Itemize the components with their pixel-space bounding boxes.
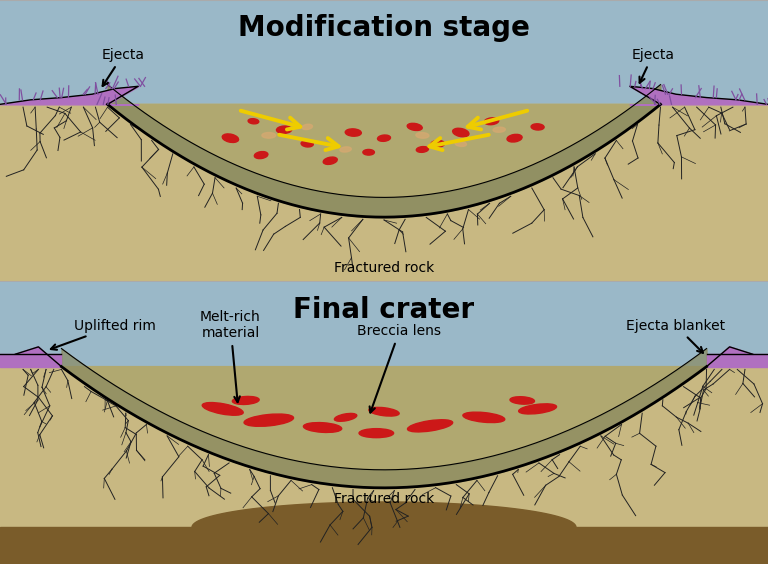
Ellipse shape (463, 412, 505, 422)
Polygon shape (192, 502, 576, 527)
Text: Uplifted rim: Uplifted rim (51, 319, 156, 350)
Ellipse shape (407, 124, 422, 130)
Ellipse shape (455, 141, 466, 147)
Ellipse shape (369, 407, 399, 416)
Polygon shape (61, 367, 707, 488)
Bar (0, 104, 768, 282)
Ellipse shape (244, 414, 293, 426)
Ellipse shape (485, 118, 498, 125)
Text: Fractured rock: Fractured rock (334, 492, 434, 506)
Ellipse shape (301, 140, 313, 147)
Bar (0, 367, 768, 527)
Bar (0, 0, 768, 104)
Text: Ejecta: Ejecta (101, 48, 144, 86)
Ellipse shape (493, 127, 505, 133)
Ellipse shape (408, 420, 452, 432)
Ellipse shape (452, 128, 469, 137)
Ellipse shape (202, 403, 243, 415)
Polygon shape (108, 104, 660, 217)
Ellipse shape (363, 149, 375, 155)
Ellipse shape (276, 126, 292, 134)
Ellipse shape (334, 413, 357, 421)
Text: Final crater: Final crater (293, 296, 475, 324)
Ellipse shape (507, 134, 522, 142)
Ellipse shape (431, 140, 445, 147)
Ellipse shape (302, 124, 313, 130)
Ellipse shape (254, 152, 268, 158)
Ellipse shape (262, 133, 276, 138)
Ellipse shape (346, 129, 361, 136)
Bar (0, 527, 768, 564)
Text: Ejecta: Ejecta (631, 48, 674, 83)
Polygon shape (707, 347, 753, 367)
Ellipse shape (359, 429, 394, 438)
Ellipse shape (416, 133, 429, 138)
Text: Ejecta blanket: Ejecta blanket (626, 319, 726, 353)
Ellipse shape (510, 396, 535, 404)
Bar (0, 282, 768, 367)
Ellipse shape (233, 396, 259, 404)
Ellipse shape (222, 134, 239, 143)
Ellipse shape (340, 147, 351, 152)
Text: Modification stage: Modification stage (238, 14, 530, 42)
Ellipse shape (518, 404, 557, 414)
Ellipse shape (303, 422, 342, 433)
Text: Fractured rock: Fractured rock (334, 261, 434, 275)
Polygon shape (15, 347, 61, 367)
Ellipse shape (378, 135, 390, 142)
Text: Breccia lens: Breccia lens (357, 324, 442, 412)
Text: Melt-rich
material: Melt-rich material (200, 310, 261, 402)
Ellipse shape (416, 147, 429, 152)
Ellipse shape (531, 124, 544, 130)
Ellipse shape (248, 118, 259, 124)
Ellipse shape (323, 157, 337, 165)
